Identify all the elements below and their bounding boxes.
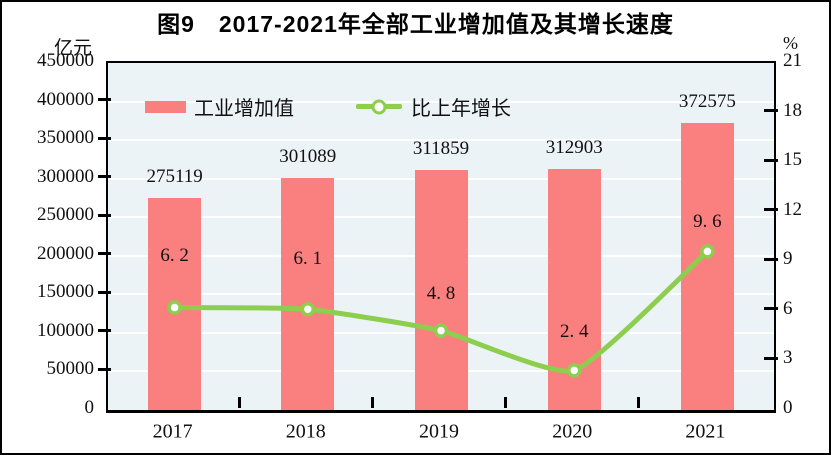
right-axis-tick [764,208,778,212]
bar-value-label-2019: 311859 [412,137,470,159]
right-axis-tick-label: 18 [783,99,802,121]
left-axis-unit-label: 亿元 [53,38,92,59]
line-marker-2021 [700,244,715,259]
gridline [108,100,774,103]
x-axis-label-2019: 2019 [419,420,459,443]
right-axis-tick-label: 15 [783,149,802,171]
line-marker-2017 [167,300,182,315]
growth-line-layer [167,244,715,378]
legend-line-marker-icon [371,99,387,114]
right-axis-tick-label: 6 [783,297,793,319]
left-axis-tick [98,175,111,179]
left-axis-tick [98,252,111,256]
x-axis-tick [370,397,374,408]
growth-value-label-2017: 6. 2 [160,244,189,266]
right-axis-tick-label: 0 [783,397,793,418]
growth-value-label-2019: 4. 8 [426,282,456,304]
x-axis-tick [637,397,641,408]
left-axis-tick-label: 50000 [46,358,95,380]
bar-2019 [414,169,468,410]
legend-line-swatch [356,99,402,114]
legend-line-label: 比上年增长 [411,98,511,120]
left-axis-tick [98,367,111,371]
chart-title: 图9 2017-2021年全部工业增加值及其增长速度 [157,11,674,37]
left-axis-tick [98,136,111,140]
x-axis-tick [237,397,241,408]
right-axis-tick-label: 3 [783,347,793,369]
right-axis-tick [764,307,778,311]
legend-bar-swatch [145,100,186,113]
right-axis-tick-label: 9 [783,248,793,270]
growth-value-label-2018: 6. 1 [293,248,323,270]
left-axis-tick-label: 200000 [37,242,94,264]
right-axis-tick [764,356,778,360]
bar-value-label-2020: 312903 [545,136,603,158]
right-axis-tick-label: 12 [783,198,802,220]
bar-value-label-2018: 301089 [279,145,337,167]
left-axis-tick-label: 350000 [37,127,94,149]
left-axis-tick [98,213,111,217]
bar-value-label-2021: 372575 [678,90,736,112]
growth-value-label-2020: 2. 4 [559,321,589,343]
line-marker-2019 [433,323,449,338]
x-axis-tick [504,397,508,408]
legend: 工业增加值 比上年增长 [145,92,511,121]
right-axis-unit-label: % [783,33,798,53]
growth-value-label-2021: 9. 6 [693,211,722,233]
left-axis-tick-label: 100000 [37,319,94,341]
gridline [108,139,774,142]
left-axis-tick-label: 400000 [37,88,94,110]
left-axis-tick [98,329,111,333]
line-marker-2020 [566,363,582,378]
x-axis-label-2018: 2018 [285,420,326,443]
left-axis-tick-label: 250000 [37,204,94,226]
bar-2018 [281,177,335,410]
x-axis-label-2017: 2017 [152,420,193,443]
right-axis-tick [764,257,778,261]
left-axis-tick [98,290,111,294]
plot-area: 275119 301089 311859 312903 372575 6. 2 6. 1 4… [106,61,776,413]
right-axis-tick [764,109,778,113]
right-axis-tick-label: 21 [783,50,802,71]
x-axis-label-2021: 2021 [685,420,726,443]
left-axis-tick-label: 300000 [37,165,94,187]
left-axis-tick-label: 0 [84,397,95,418]
x-axis-label-2020: 2020 [552,420,593,443]
left-axis-tick [98,98,111,102]
legend-bar-label: 工业增加值 [194,98,294,120]
bar-value-label-2017: 275119 [146,165,203,187]
left-axis-tick-label: 450000 [37,50,94,71]
line-marker-2018 [300,301,316,317]
right-axis-tick [764,158,778,162]
left-axis-tick-label: 150000 [37,281,94,303]
